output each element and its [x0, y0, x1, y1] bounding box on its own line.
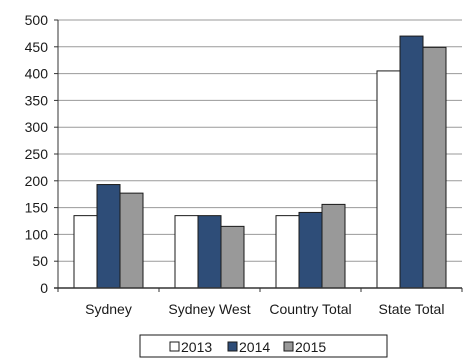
y-tick-label: 50 [32, 253, 48, 269]
legend-box [139, 334, 388, 358]
y-tick-label: 350 [25, 92, 49, 108]
y-tick-label: 100 [25, 226, 49, 242]
bar-2014-sydney-west [197, 215, 222, 289]
y-tick-label: 500 [25, 12, 49, 28]
x-tick-label: Sydney West [168, 301, 250, 317]
bar-2013-sydney-west [174, 215, 199, 289]
bar-2015-sydney [119, 192, 144, 289]
legend: 2013 2014 2015 [139, 334, 388, 358]
y-tick-label: 250 [25, 146, 49, 162]
bar-2015-sydney-west [220, 225, 245, 289]
x-tick-label: Country Total [269, 301, 351, 317]
bar-2015-country-total [321, 203, 346, 289]
bar-2014-sydney [96, 184, 121, 289]
bar-2014-state-total [399, 35, 424, 289]
bar-2013-sydney [73, 215, 98, 289]
legend-label-2014: 2014 [239, 339, 270, 355]
x-tick-label: Sydney [85, 301, 132, 317]
legend-swatch-2015 [283, 341, 294, 352]
y-axis-tick-labels: 0 50 100 150 200 250 300 350 400 450 500 [25, 12, 49, 296]
y-tick-label: 400 [25, 66, 49, 82]
legend-label-2013: 2013 [181, 339, 212, 355]
bar-2013-state-total [376, 70, 401, 289]
bar-series [73, 35, 447, 289]
bar-2014-country-total [298, 211, 323, 289]
x-tick-label: State Total [379, 301, 445, 317]
axes [54, 19, 463, 292]
y-tick-label: 300 [25, 119, 49, 135]
legend-label-2015: 2015 [295, 339, 326, 355]
legend-swatch-2014 [227, 341, 238, 352]
y-tick-label: 200 [25, 173, 49, 189]
y-tick-label: 150 [25, 200, 49, 216]
bar-2015-state-total [422, 46, 447, 289]
y-tick-label: 0 [40, 280, 48, 296]
x-axis-tick-labels: Sydney Sydney West Country Total State Tota… [85, 301, 444, 317]
y-tick-label: 450 [25, 39, 49, 55]
legend-swatch-2013 [169, 341, 180, 352]
bar-2013-country-total [275, 215, 300, 289]
